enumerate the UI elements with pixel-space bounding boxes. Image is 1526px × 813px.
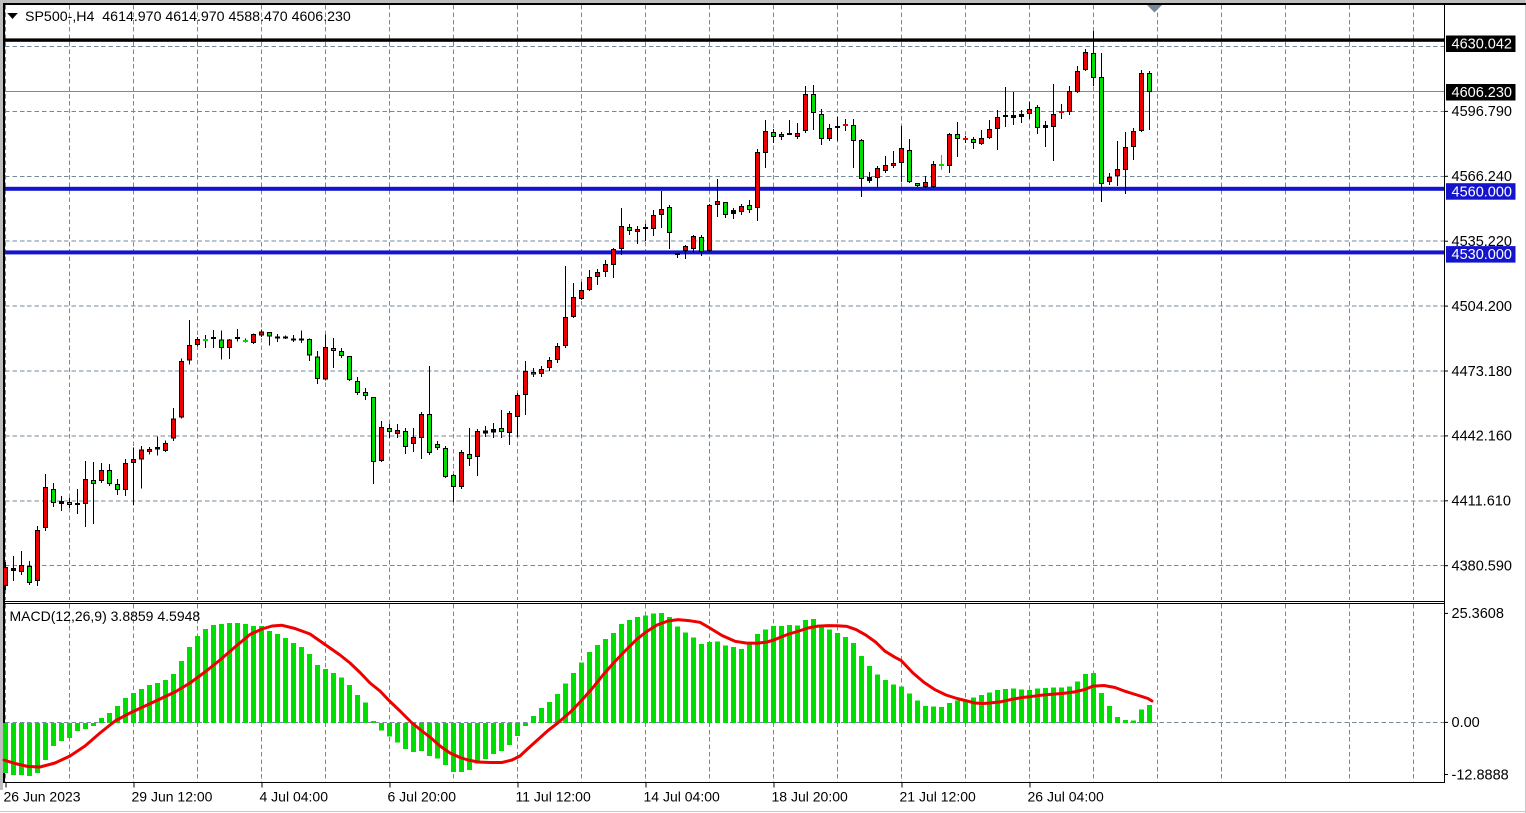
svg-text:4411.610: 4411.610 — [1452, 494, 1511, 510]
svg-text:11 Jul 12:00: 11 Jul 12:00 — [516, 789, 591, 805]
svg-text:4473.180: 4473.180 — [1452, 364, 1512, 380]
svg-text:4530.000: 4530.000 — [1452, 247, 1512, 263]
svg-text:4596.790: 4596.790 — [1452, 104, 1512, 120]
svg-text:26 Jun 2023: 26 Jun 2023 — [4, 789, 81, 805]
svg-text:14 Jul 04:00: 14 Jul 04:00 — [644, 789, 720, 805]
svg-text:4566.240: 4566.240 — [1452, 169, 1512, 185]
svg-text:SP500-,H4 4614.970 4614.970 4: SP500-,H4 4614.970 4614.970 4588.470 460… — [25, 9, 351, 25]
svg-text:29 Jun 12:00: 29 Jun 12:00 — [132, 789, 213, 805]
svg-text:4442.160: 4442.160 — [1452, 429, 1512, 445]
svg-text:25.3608: 25.3608 — [1452, 606, 1504, 622]
svg-text:26 Jul 04:00: 26 Jul 04:00 — [1028, 789, 1104, 805]
svg-text:4380.590: 4380.590 — [1452, 559, 1512, 575]
svg-text:6 Jul 20:00: 6 Jul 20:00 — [388, 789, 457, 805]
svg-text:4 Jul 04:00: 4 Jul 04:00 — [260, 789, 329, 805]
svg-text:0.00: 0.00 — [1452, 715, 1480, 731]
svg-text:MACD(12,26,9) 3.8859 4.5948: MACD(12,26,9) 3.8859 4.5948 — [10, 608, 201, 624]
svg-text:-12.8888: -12.8888 — [1452, 767, 1509, 783]
svg-text:18 Jul 20:00: 18 Jul 20:00 — [772, 789, 848, 805]
svg-text:4630.042: 4630.042 — [1452, 37, 1512, 53]
svg-text:4606.230: 4606.230 — [1452, 85, 1512, 101]
svg-text:4560.000: 4560.000 — [1452, 184, 1512, 200]
svg-text:4504.200: 4504.200 — [1452, 299, 1512, 315]
svg-text:4535.220: 4535.220 — [1452, 234, 1512, 250]
svg-text:21 Jul 12:00: 21 Jul 12:00 — [900, 789, 976, 805]
